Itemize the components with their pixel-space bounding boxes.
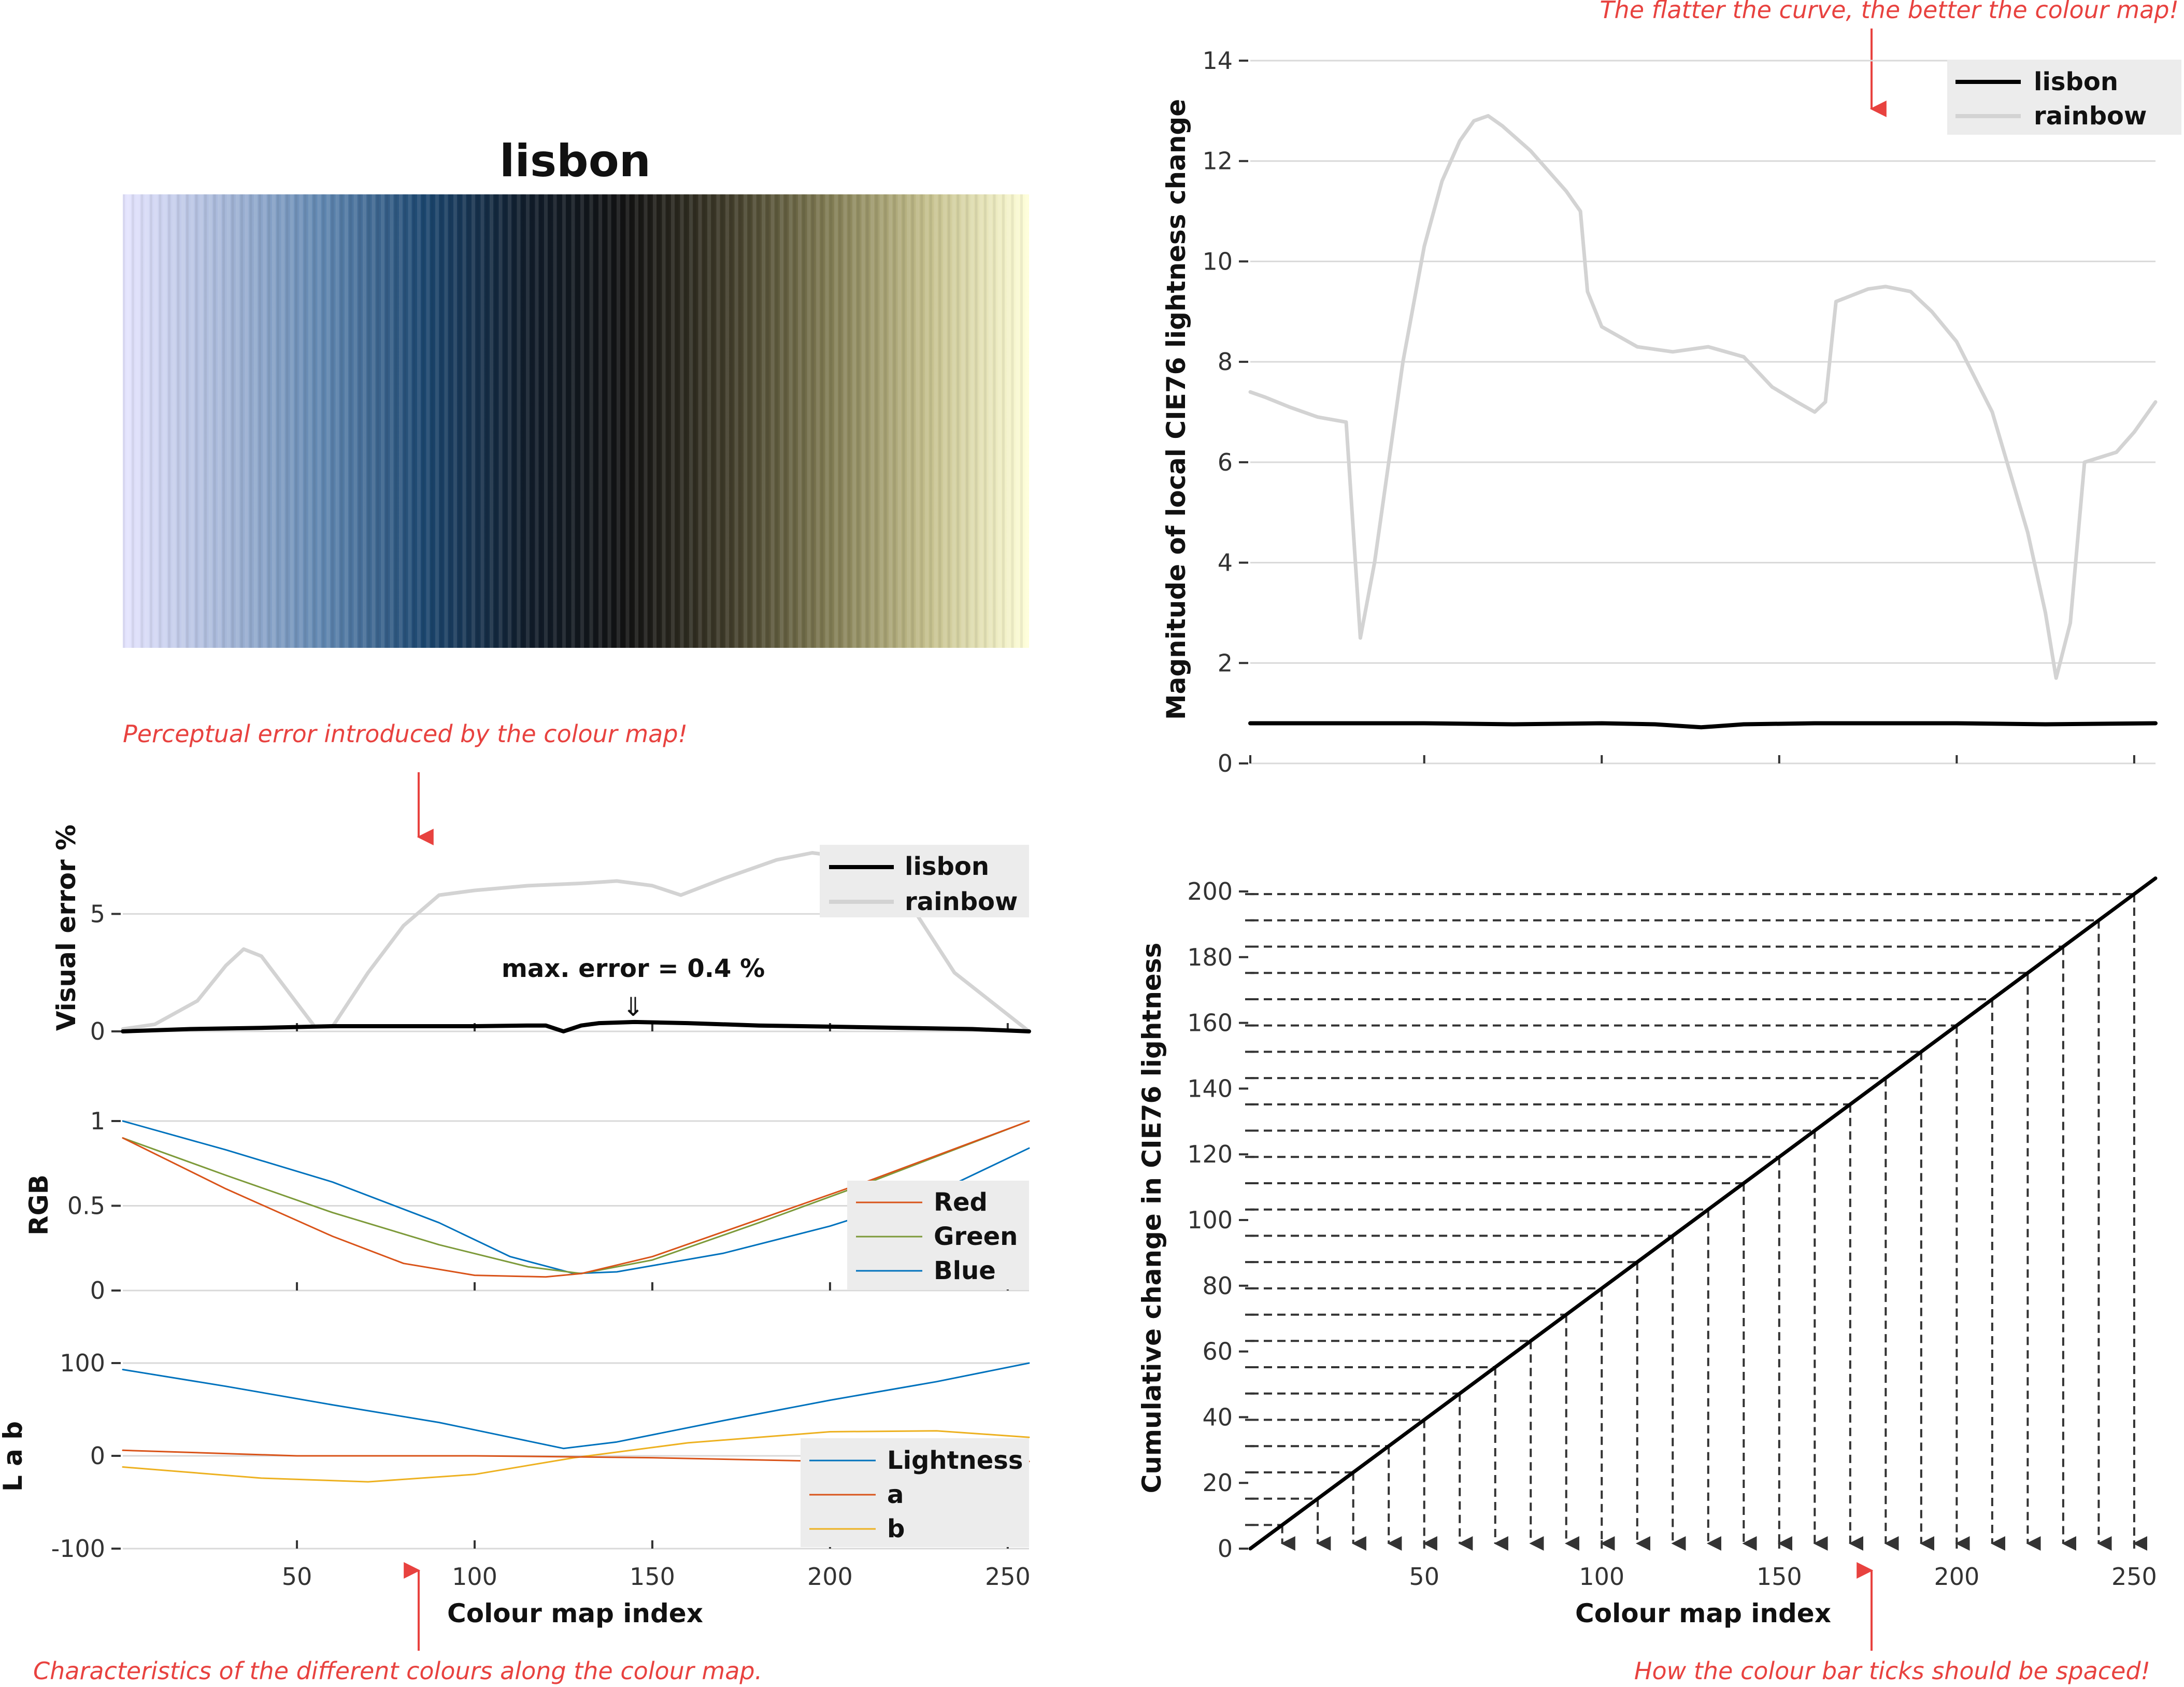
x-tick-label: 50 bbox=[282, 1563, 312, 1591]
y-tick-label: 5 bbox=[90, 900, 105, 928]
y-tick-label: 8 bbox=[1218, 348, 1233, 376]
y-tick-label: 0 bbox=[1218, 1535, 1233, 1563]
y-tick-label: 2 bbox=[1218, 649, 1233, 677]
y-tick-label: 14 bbox=[1202, 47, 1233, 75]
x-tick-label: 250 bbox=[2111, 1563, 2157, 1591]
y-tick-label: 1 bbox=[90, 1107, 105, 1135]
local-lightness-plot: 0 2 4 6 8 10 12 14 Magnitude of local CIE76 lig… bbox=[1161, 47, 2181, 777]
y-tick-label: 12 bbox=[1202, 147, 1233, 175]
max-error-label: max. error = 0.4 % bbox=[502, 954, 765, 983]
visual-error-ylabel: Visual error % bbox=[51, 825, 81, 1031]
lab-xlabel: Colour map index bbox=[447, 1598, 703, 1628]
x-tick-label: 150 bbox=[1757, 1563, 1802, 1591]
max-error-marker: ⇓ bbox=[622, 992, 644, 1022]
visual-error-plot: 0 5 Visual error % max. error = 0.4 % ⇓ l… bbox=[51, 825, 1031, 1045]
lab-legend: Lightness a b bbox=[801, 1438, 1029, 1547]
rgb-ylabel: RGB bbox=[24, 1174, 54, 1236]
y-tick-label: -100 bbox=[51, 1535, 105, 1563]
colorbar-panel: lisbon bbox=[123, 135, 1029, 648]
x-tick-label: 150 bbox=[630, 1563, 675, 1591]
series-lisbon-line bbox=[1248, 876, 2158, 1551]
cumulative-plot: 0 20 40 60 80 100 120 140 160 180 200 50 100 150 200 25… bbox=[1137, 876, 2158, 1628]
legend-b: b bbox=[887, 1514, 905, 1543]
annotation-characteristics: Characteristics of the different colours… bbox=[33, 1657, 762, 1685]
legend-lisbon-2: lisbon bbox=[2034, 67, 2118, 96]
series-lightness-line bbox=[122, 1362, 1030, 1450]
y-tick-label: 0.5 bbox=[67, 1192, 105, 1220]
rgb-plot: 0 0.5 1 RGB Red Green Blue bbox=[24, 1107, 1030, 1305]
series-red-line bbox=[122, 1120, 1030, 1278]
visual-error-legend: lisbon rainbow bbox=[820, 845, 1029, 917]
legend-red: Red bbox=[934, 1188, 988, 1217]
y-tick-label: 4 bbox=[1218, 549, 1233, 577]
x-tick-label: 50 bbox=[1409, 1563, 1439, 1591]
y-tick-label: 20 bbox=[1202, 1469, 1233, 1497]
x-tick-label: 200 bbox=[807, 1563, 853, 1591]
legend-lisbon: lisbon bbox=[905, 852, 989, 881]
y-tick-label: 0 bbox=[90, 1442, 105, 1470]
colorbar-texture bbox=[123, 194, 1029, 648]
y-tick-label: 6 bbox=[1218, 448, 1233, 476]
cumulative-xlabel: Colour map index bbox=[1575, 1598, 1831, 1628]
x-tick-label: 100 bbox=[1579, 1563, 1624, 1591]
legend-a: a bbox=[887, 1480, 904, 1509]
series-rainbow-line bbox=[1248, 114, 2158, 680]
rgb-legend: Red Green Blue bbox=[847, 1181, 1029, 1289]
legend-rainbow: rainbow bbox=[905, 887, 1018, 916]
annotations: Perceptual error introduced by the colou… bbox=[33, 0, 2179, 1685]
lab-plot: -100 0 100 50 100 150 200 250 L a b Colour map … bbox=[0, 1349, 1031, 1628]
y-tick-label: 0 bbox=[90, 1277, 105, 1305]
y-tick-label: 120 bbox=[1187, 1140, 1233, 1168]
colorbar-title: lisbon bbox=[499, 135, 651, 187]
series-b-line bbox=[122, 1430, 1030, 1483]
legend-green: Green bbox=[934, 1222, 1018, 1251]
series-lisbon-line bbox=[1248, 721, 2158, 730]
local-lightness-legend: lisbon rainbow bbox=[1947, 60, 2181, 135]
y-tick-label: 160 bbox=[1187, 1009, 1233, 1037]
y-tick-label: 100 bbox=[1187, 1206, 1233, 1234]
y-tick-label: 0 bbox=[1218, 749, 1233, 777]
y-tick-label: 10 bbox=[1202, 247, 1233, 275]
local-lightness-ylabel: Magnitude of local CIE76 lightness chang… bbox=[1161, 99, 1191, 720]
x-tick-label: 100 bbox=[452, 1563, 497, 1591]
y-tick-label: 100 bbox=[60, 1349, 105, 1377]
y-tick-label: 60 bbox=[1202, 1338, 1233, 1366]
annotation-ticks: How the colour bar ticks should be space… bbox=[1634, 1657, 2150, 1685]
x-tick-label: 250 bbox=[985, 1563, 1031, 1591]
y-tick-label: 180 bbox=[1187, 943, 1233, 971]
legend-blue: Blue bbox=[934, 1256, 996, 1285]
legend-rainbow-2: rainbow bbox=[2034, 102, 2147, 131]
y-tick-label: 40 bbox=[1202, 1403, 1233, 1431]
y-tick-label: 200 bbox=[1187, 877, 1233, 905]
legend-lightness: Lightness bbox=[887, 1446, 1023, 1475]
lab-ylabel: L a b bbox=[0, 1421, 28, 1492]
series-lisbon-line bbox=[121, 1019, 1031, 1033]
x-tick-label: 200 bbox=[1934, 1563, 1979, 1591]
cumulative-ylabel: Cumulative change in CIE76 lightness bbox=[1137, 943, 1167, 1494]
series-green-line bbox=[122, 1120, 1030, 1274]
y-tick-label: 0 bbox=[90, 1017, 105, 1045]
y-tick-label: 80 bbox=[1202, 1272, 1233, 1300]
annotation-perceptual: Perceptual error introduced by the colou… bbox=[123, 720, 688, 748]
y-tick-label: 140 bbox=[1187, 1074, 1233, 1102]
annotation-flatter: The flatter the curve, the better the co… bbox=[1600, 0, 2179, 24]
